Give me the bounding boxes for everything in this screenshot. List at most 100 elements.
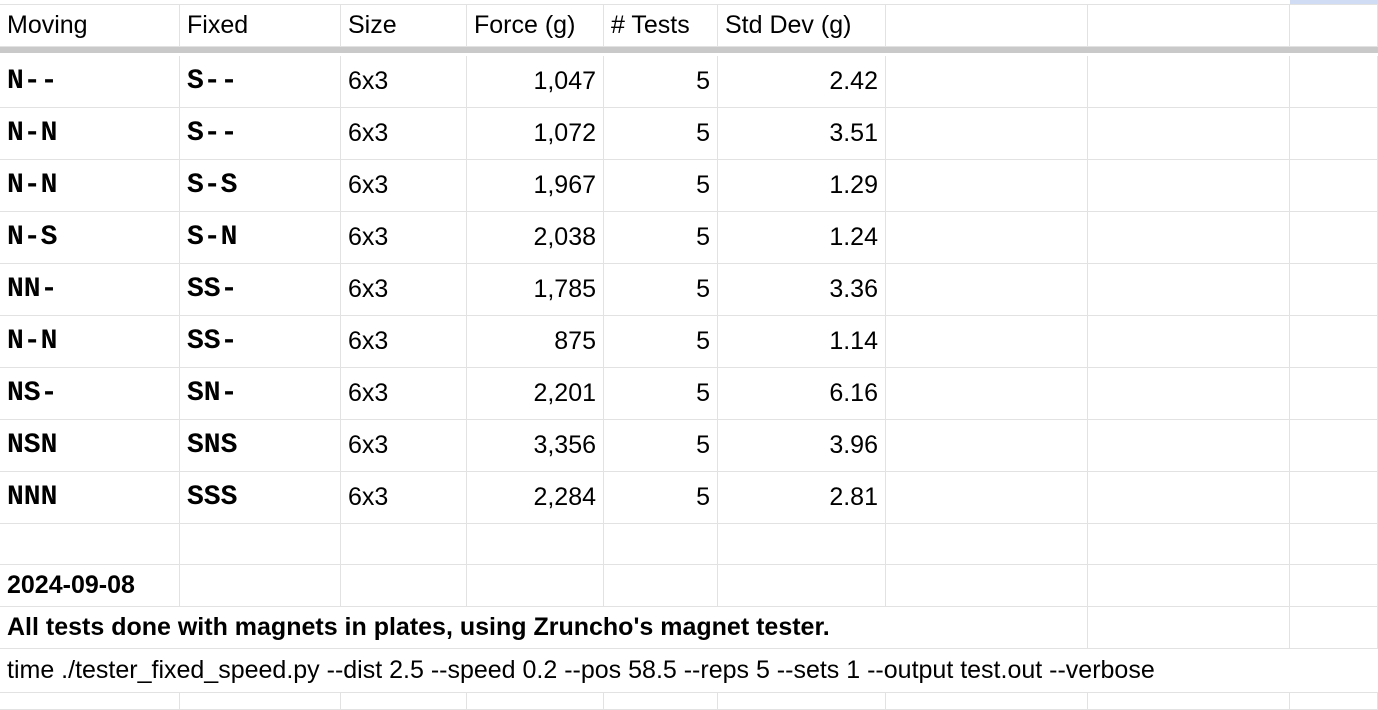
empty-cell[interactable]	[1290, 56, 1378, 108]
force-cell[interactable]: 1,967	[467, 160, 604, 212]
command-cell[interactable]: time ./tester_fixed_speed.py --dist 2.5 …	[0, 649, 1378, 693]
fixed-cell[interactable]: SN-	[180, 368, 341, 420]
empty-cell[interactable]	[1290, 160, 1378, 212]
empty-cell[interactable]	[1290, 316, 1378, 368]
empty-cell[interactable]	[886, 420, 1088, 472]
empty-cell[interactable]	[467, 565, 604, 607]
empty-cell[interactable]	[886, 565, 1088, 607]
empty-cell[interactable]	[1088, 472, 1290, 524]
header-cell-fixed[interactable]: Fixed	[180, 5, 341, 47]
moving-cell[interactable]: N-N	[0, 108, 180, 160]
empty-cell[interactable]	[886, 316, 1088, 368]
empty-cell[interactable]	[1088, 264, 1290, 316]
empty-cell[interactable]	[1290, 5, 1378, 47]
moving-cell[interactable]: NS-	[0, 368, 180, 420]
moving-cell[interactable]: N-S	[0, 212, 180, 264]
empty-cell[interactable]	[886, 160, 1088, 212]
empty-cell[interactable]	[886, 523, 1088, 565]
empty-cell[interactable]	[1290, 420, 1378, 472]
tests-cell[interactable]: 5	[604, 264, 718, 316]
fixed-cell[interactable]: S--	[180, 56, 341, 108]
empty-cell[interactable]	[0, 693, 180, 710]
empty-cell[interactable]	[1290, 693, 1378, 710]
moving-cell[interactable]: N-N	[0, 160, 180, 212]
std-dev-cell[interactable]: 1.14	[718, 316, 886, 368]
empty-cell[interactable]	[1088, 160, 1290, 212]
empty-cell[interactable]	[886, 693, 1088, 710]
std-dev-cell[interactable]: 6.16	[718, 368, 886, 420]
std-dev-cell[interactable]: 1.24	[718, 212, 886, 264]
header-cell-force[interactable]: Force (g)	[467, 5, 604, 47]
empty-cell[interactable]	[886, 212, 1088, 264]
empty-cell[interactable]	[1088, 56, 1290, 108]
empty-cell[interactable]	[1088, 523, 1290, 565]
frozen-row-divider[interactable]	[0, 47, 1378, 53]
empty-cell[interactable]	[718, 565, 886, 607]
tests-cell[interactable]: 5	[604, 316, 718, 368]
force-cell[interactable]: 3,356	[467, 420, 604, 472]
force-cell[interactable]: 2,284	[467, 472, 604, 524]
moving-cell[interactable]: N--	[0, 56, 180, 108]
header-cell-tests[interactable]: # Tests	[604, 5, 718, 47]
size-cell[interactable]: 6x3	[341, 472, 467, 524]
empty-cell[interactable]	[341, 565, 467, 607]
tests-cell[interactable]: 5	[604, 108, 718, 160]
empty-cell[interactable]	[1290, 368, 1378, 420]
empty-cell[interactable]	[1088, 565, 1290, 607]
empty-cell[interactable]	[604, 523, 718, 565]
size-cell[interactable]: 6x3	[341, 264, 467, 316]
force-cell[interactable]: 2,201	[467, 368, 604, 420]
empty-cell[interactable]	[1290, 108, 1378, 160]
size-cell[interactable]: 6x3	[341, 160, 467, 212]
size-cell[interactable]: 6x3	[341, 368, 467, 420]
empty-cell[interactable]	[0, 523, 180, 565]
size-cell[interactable]: 6x3	[341, 316, 467, 368]
empty-cell[interactable]	[604, 565, 718, 607]
header-cell-std-dev[interactable]: Std Dev (g)	[718, 5, 886, 47]
fixed-cell[interactable]: SS-	[180, 316, 341, 368]
empty-cell[interactable]	[1088, 5, 1290, 47]
empty-cell[interactable]	[1088, 316, 1290, 368]
empty-cell[interactable]	[1290, 472, 1378, 524]
size-cell[interactable]: 6x3	[341, 420, 467, 472]
empty-cell[interactable]	[180, 523, 341, 565]
empty-cell[interactable]	[1290, 523, 1378, 565]
empty-cell[interactable]	[886, 368, 1088, 420]
empty-cell[interactable]	[1290, 212, 1378, 264]
empty-cell[interactable]	[1290, 264, 1378, 316]
empty-cell[interactable]	[341, 523, 467, 565]
std-dev-cell[interactable]: 3.36	[718, 264, 886, 316]
size-cell[interactable]: 6x3	[341, 108, 467, 160]
moving-cell[interactable]: NN-	[0, 264, 180, 316]
empty-cell[interactable]	[1290, 607, 1378, 649]
std-dev-cell[interactable]: 2.42	[718, 56, 886, 108]
moving-cell[interactable]: NSN	[0, 420, 180, 472]
empty-cell[interactable]	[886, 108, 1088, 160]
empty-cell[interactable]	[1290, 565, 1378, 607]
tests-cell[interactable]: 5	[604, 472, 718, 524]
force-cell[interactable]: 1,047	[467, 56, 604, 108]
std-dev-cell[interactable]: 2.81	[718, 472, 886, 524]
std-dev-cell[interactable]: 3.96	[718, 420, 886, 472]
fixed-cell[interactable]: SNS	[180, 420, 341, 472]
std-dev-cell[interactable]: 1.29	[718, 160, 886, 212]
force-cell[interactable]: 875	[467, 316, 604, 368]
header-cell-size[interactable]: Size	[341, 5, 467, 47]
empty-cell[interactable]	[604, 693, 718, 710]
empty-cell[interactable]	[467, 693, 604, 710]
fixed-cell[interactable]: SS-	[180, 264, 341, 316]
empty-cell[interactable]	[1088, 108, 1290, 160]
empty-cell[interactable]	[886, 472, 1088, 524]
tests-cell[interactable]: 5	[604, 56, 718, 108]
empty-cell[interactable]	[718, 523, 886, 565]
empty-cell[interactable]	[718, 693, 886, 710]
fixed-cell[interactable]: SSS	[180, 472, 341, 524]
size-cell[interactable]: 6x3	[341, 56, 467, 108]
tests-cell[interactable]: 5	[604, 368, 718, 420]
tests-cell[interactable]: 5	[604, 212, 718, 264]
tests-cell[interactable]: 5	[604, 160, 718, 212]
moving-cell[interactable]: N-N	[0, 316, 180, 368]
force-cell[interactable]: 2,038	[467, 212, 604, 264]
empty-cell[interactable]	[1088, 420, 1290, 472]
empty-cell[interactable]	[467, 523, 604, 565]
